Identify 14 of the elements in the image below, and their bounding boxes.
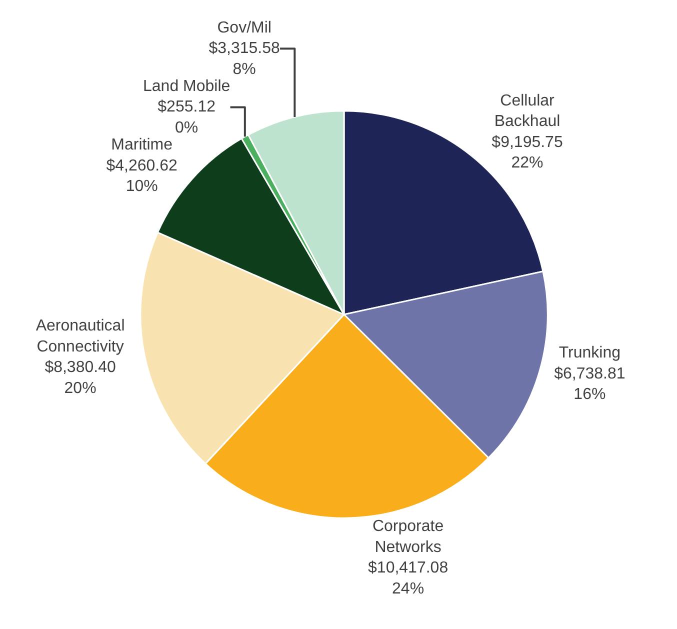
data-label: $6,738.81 16%	[554, 365, 626, 404]
slice-label: Trunking	[558, 344, 621, 362]
slice-label: Land Mobile	[142, 78, 230, 95]
slice-label: Gov/Mil	[217, 19, 272, 36]
data-label: $8,380.40 20%	[44, 359, 116, 398]
data-label: $10,417.08 24%	[368, 560, 448, 598]
data-label: $3,315.58 8%	[208, 40, 280, 78]
slice-label: Aeronautical Connectivity	[36, 318, 125, 356]
slice-label: Maritime	[111, 136, 173, 154]
slice-label: Cellular Backhaul	[494, 92, 560, 130]
data-label: $4,260.62 10%	[106, 157, 178, 196]
data-label: $255.12 0%	[158, 98, 216, 137]
data-label: $9,195.75 22%	[492, 134, 563, 172]
slice-label: Corporate Networks	[372, 518, 444, 556]
